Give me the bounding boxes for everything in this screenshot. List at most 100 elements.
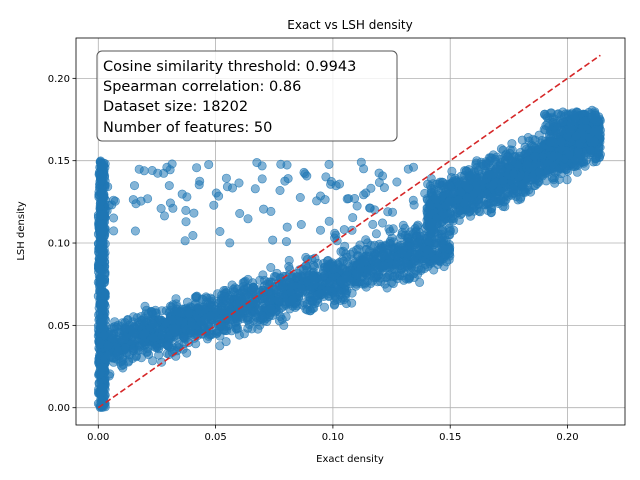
data-point: [564, 150, 574, 160]
chart-title: Exact vs LSH density: [287, 18, 412, 32]
data-point: [235, 209, 245, 219]
data-point: [490, 154, 500, 164]
data-point: [329, 264, 339, 274]
data-point: [130, 181, 140, 191]
data-point: [588, 114, 598, 124]
data-point: [136, 196, 146, 206]
data-point: [379, 251, 389, 261]
data-point: [556, 137, 566, 147]
data-point: [472, 156, 482, 166]
data-point: [253, 324, 263, 334]
data-point: [377, 218, 387, 228]
data-point: [156, 204, 166, 214]
data-point: [347, 288, 357, 298]
data-point: [271, 285, 281, 295]
data-point: [164, 308, 174, 318]
data-point: [303, 289, 313, 299]
data-point: [405, 227, 415, 237]
data-point: [403, 262, 413, 272]
y-tick-label: 0.05: [48, 321, 70, 332]
data-point: [94, 263, 104, 273]
data-point: [162, 162, 172, 172]
data-point: [281, 237, 291, 247]
data-point: [282, 222, 292, 232]
data-point: [350, 194, 360, 204]
data-point: [420, 188, 430, 198]
data-point: [474, 200, 484, 210]
data-point: [188, 231, 198, 241]
data-point: [392, 271, 402, 281]
data-point: [181, 217, 191, 227]
data-point: [109, 195, 119, 205]
data-point: [271, 272, 281, 282]
data-point: [544, 122, 554, 132]
data-point: [221, 173, 231, 183]
data-point: [104, 371, 114, 381]
data-point: [455, 206, 465, 216]
data-point: [139, 166, 149, 176]
data-point: [288, 295, 298, 305]
data-point: [243, 274, 253, 284]
data-point: [98, 298, 108, 308]
data-point: [164, 349, 174, 359]
data-point: [448, 211, 458, 221]
data-point: [541, 176, 551, 186]
data-point: [194, 180, 204, 190]
data-point: [154, 350, 164, 360]
data-point: [389, 237, 399, 247]
data-point: [591, 153, 601, 163]
data-point: [319, 302, 329, 312]
data-point: [149, 333, 159, 343]
data-point: [379, 183, 389, 193]
data-point: [118, 355, 128, 365]
data-point: [387, 207, 397, 217]
data-point: [326, 179, 336, 189]
data-point: [500, 151, 510, 161]
data-point: [109, 226, 119, 236]
data-point: [549, 151, 559, 161]
data-point: [460, 180, 470, 190]
data-point: [167, 315, 177, 325]
data-point: [438, 225, 448, 235]
data-point: [171, 294, 181, 304]
data-point: [304, 270, 314, 280]
data-point: [140, 301, 150, 311]
data-point: [205, 330, 215, 340]
data-point: [282, 160, 292, 170]
y-axis-title: LSH density: [16, 201, 27, 260]
data-point: [266, 206, 276, 216]
data-point: [239, 329, 249, 339]
data-point: [516, 147, 526, 157]
data-point: [164, 181, 174, 191]
data-point: [97, 382, 107, 392]
data-point: [348, 213, 358, 223]
data-point: [569, 110, 579, 120]
data-point: [181, 205, 191, 215]
data-point: [130, 226, 140, 236]
data-point: [182, 192, 192, 202]
data-point: [415, 277, 425, 287]
data-point: [250, 184, 260, 194]
data-point: [292, 272, 302, 282]
data-point: [507, 156, 517, 166]
data-point: [481, 159, 491, 169]
data-point: [444, 196, 454, 206]
data-point: [100, 291, 110, 301]
data-point: [287, 281, 297, 291]
data-point: [257, 174, 267, 184]
data-point: [426, 174, 436, 184]
data-point: [352, 201, 362, 211]
y-tick-label: 0.00: [48, 403, 70, 414]
data-point: [148, 319, 158, 329]
data-point: [539, 109, 549, 119]
data-point: [275, 186, 285, 196]
data-point: [201, 315, 211, 325]
data-point: [177, 308, 187, 318]
data-point: [472, 185, 482, 195]
data-point: [427, 218, 437, 228]
data-point: [450, 173, 460, 183]
data-point: [242, 303, 252, 313]
data-point: [94, 310, 104, 320]
data-point: [94, 278, 104, 288]
